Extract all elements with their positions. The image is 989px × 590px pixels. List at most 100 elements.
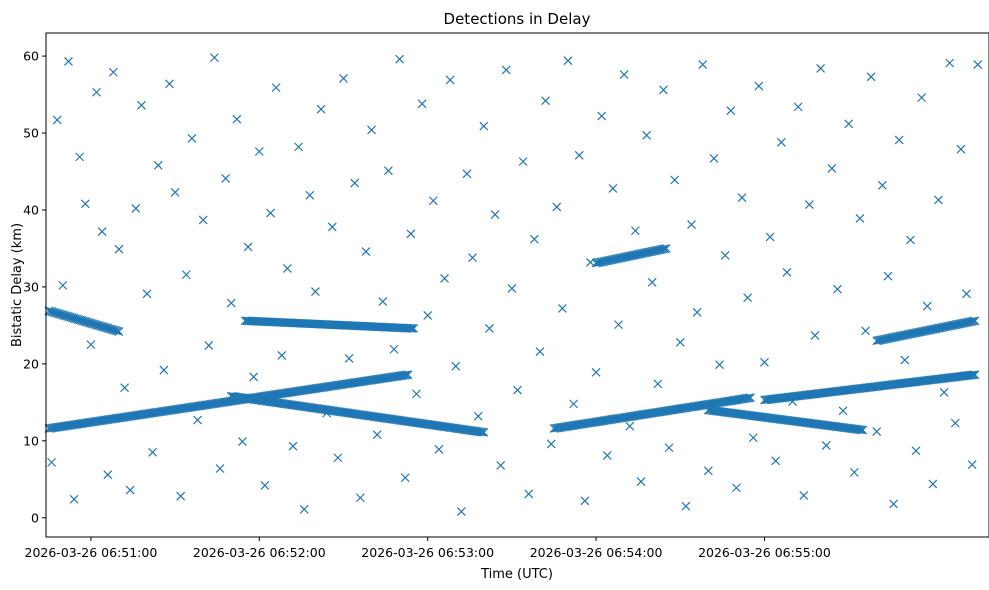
data-point <box>698 60 708 69</box>
data-point <box>776 137 786 147</box>
data-point <box>513 385 522 395</box>
data-point <box>187 133 197 143</box>
data-point <box>883 271 893 281</box>
data-point <box>619 70 629 79</box>
data-point <box>967 460 977 470</box>
data-points <box>44 53 983 517</box>
data-point <box>658 244 668 254</box>
x-tick-label: 2026-03-26 06:52:00 <box>193 545 326 560</box>
data-point <box>675 337 685 347</box>
data-point <box>524 489 534 499</box>
data-point <box>58 280 68 290</box>
data-point <box>950 418 960 428</box>
data-point <box>479 427 489 437</box>
data-point <box>92 87 101 97</box>
data-point <box>260 481 270 490</box>
data-point <box>412 389 421 399</box>
data-point <box>440 274 449 283</box>
y-axis-ticks: 0 10 20 30 40 50 60 <box>23 49 46 525</box>
data-point <box>507 284 517 293</box>
data-point <box>367 125 376 135</box>
data-point <box>165 79 174 89</box>
data-point <box>771 456 781 466</box>
data-point <box>968 316 978 326</box>
data-point <box>409 324 419 333</box>
data-point <box>316 104 326 114</box>
data-point <box>221 174 231 183</box>
data-point <box>614 320 623 330</box>
data-point <box>855 214 865 223</box>
data-point <box>799 491 809 500</box>
data-point <box>720 250 730 260</box>
data-point <box>591 367 601 377</box>
data-point <box>456 507 466 517</box>
data-point <box>602 451 612 460</box>
y-tick-label: 30 <box>23 279 39 294</box>
data-point <box>395 54 405 64</box>
data-point <box>288 441 298 451</box>
data-point <box>726 106 736 116</box>
data-point <box>417 99 427 109</box>
data-point <box>945 58 955 68</box>
data-point <box>625 421 635 431</box>
data-point <box>856 425 866 435</box>
data-point <box>271 83 281 93</box>
data-point <box>120 383 130 393</box>
data-point <box>372 430 382 440</box>
data-point <box>402 370 411 380</box>
data-point <box>445 75 455 85</box>
data-point <box>204 340 214 350</box>
data-point <box>928 479 938 489</box>
data-point <box>636 477 646 487</box>
data-point <box>709 153 719 163</box>
data-point <box>597 111 607 121</box>
data-point <box>266 208 275 218</box>
data-point <box>967 370 977 380</box>
data-point <box>529 234 539 244</box>
data-point <box>473 411 483 421</box>
data-point <box>715 360 724 370</box>
data-point <box>355 493 365 503</box>
data-point <box>148 447 158 457</box>
data-point <box>900 355 910 365</box>
y-tick-label: 60 <box>23 49 39 64</box>
data-point <box>226 298 236 308</box>
data-point <box>406 229 416 239</box>
data-point <box>804 200 814 210</box>
data-point <box>973 60 983 69</box>
data-point <box>193 415 202 425</box>
data-point <box>378 297 388 306</box>
data-point <box>232 114 242 124</box>
data-point <box>664 443 674 453</box>
data-point <box>238 437 247 447</box>
data-point <box>782 267 792 277</box>
data-point <box>742 393 752 403</box>
data-point <box>905 235 915 245</box>
data-point <box>563 56 573 66</box>
data-point <box>858 425 868 435</box>
data-point <box>922 301 932 311</box>
data-point <box>788 397 797 406</box>
data-point <box>114 244 124 254</box>
data-point <box>535 347 545 356</box>
data-point <box>872 427 882 437</box>
data-point <box>743 293 753 303</box>
data-point <box>681 501 691 511</box>
data-point <box>838 406 848 416</box>
data-point <box>52 115 62 125</box>
data-point <box>821 441 831 450</box>
data-point <box>451 361 461 371</box>
data-point <box>485 324 494 333</box>
data-point <box>687 220 696 230</box>
data-point <box>810 330 820 340</box>
data-point <box>215 464 225 473</box>
data-point <box>479 121 489 131</box>
data-point <box>737 193 747 203</box>
data-point <box>400 370 410 380</box>
data-point <box>249 372 259 382</box>
x-tick-label: 2026-03-26 06:54:00 <box>530 545 663 560</box>
data-point <box>731 483 741 493</box>
data-point <box>744 393 754 403</box>
data-point <box>557 304 567 313</box>
